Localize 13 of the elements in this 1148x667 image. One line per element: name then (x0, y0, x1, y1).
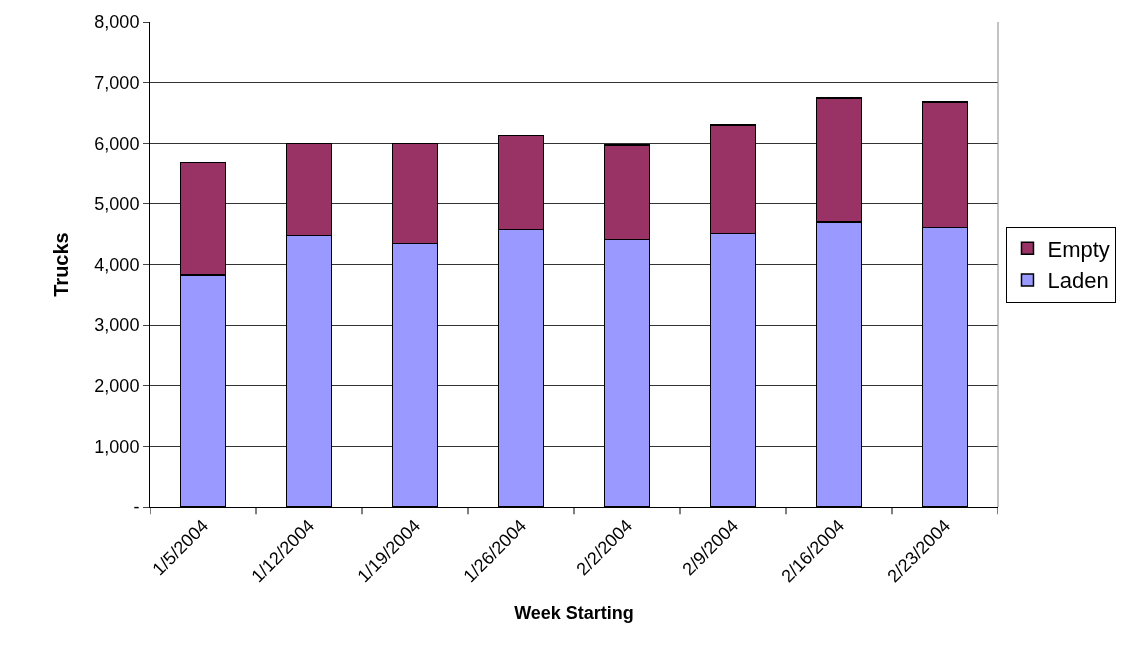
legend-label: Laden (1047, 268, 1109, 294)
y-tick-label: - (133, 497, 140, 518)
y-tick-label: 8,000 (94, 12, 140, 33)
y-tick-label: 1,000 (94, 436, 140, 457)
y-tick-label: 7,000 (94, 72, 140, 93)
y-tick-label: 4,000 (94, 254, 140, 275)
y-tick-label: 5,000 (94, 194, 140, 215)
x-axis-title: Week Starting (514, 602, 634, 623)
y-axis-title: Trucks (49, 232, 72, 297)
y-tick-label: 6,000 (94, 133, 140, 154)
y-tick-label: 2,000 (94, 376, 140, 397)
y-tick-label: 3,000 (94, 315, 140, 336)
legend-label: Empty (1047, 236, 1110, 262)
